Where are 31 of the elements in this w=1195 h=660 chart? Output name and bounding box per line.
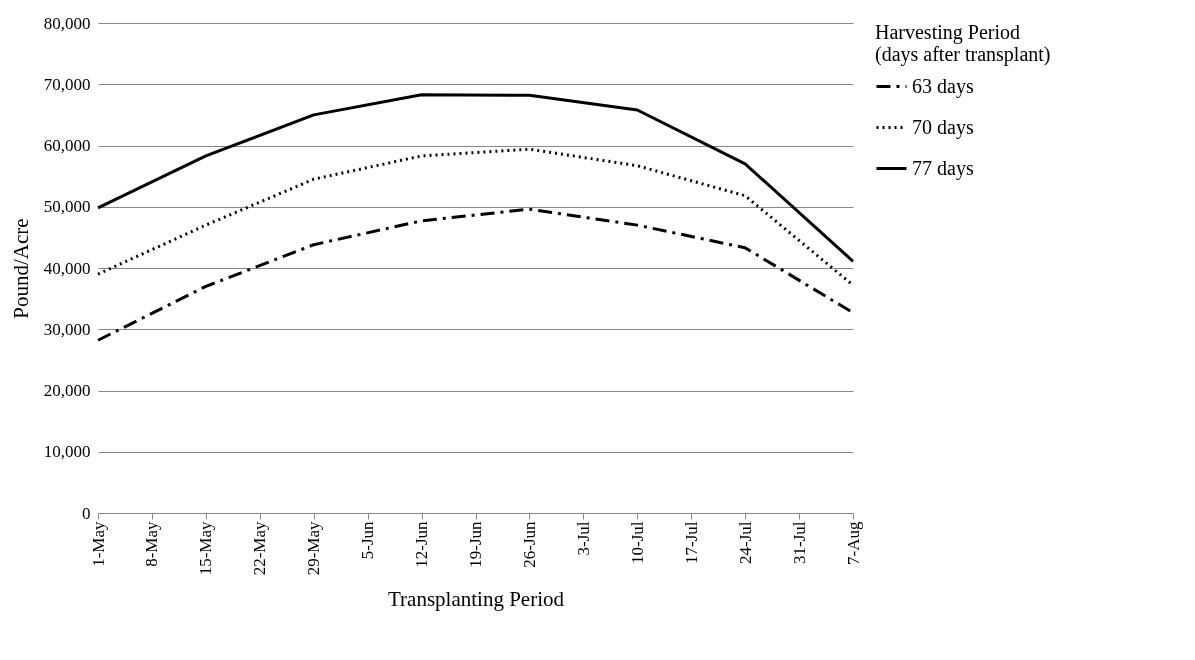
x-tick-label: 10-Jul	[627, 521, 647, 564]
x-tick-label: 19-Jun	[466, 521, 485, 568]
y-tick-label: 0	[82, 503, 91, 523]
legend-label: 70 days	[912, 115, 974, 139]
y-tick-label: 70,000	[43, 74, 91, 94]
x-tick-label: 5-Jun	[358, 521, 378, 560]
x-tick-label: 12-Jun	[412, 521, 432, 568]
y-axis-title: Pound/Acre	[8, 218, 33, 319]
y-tick-label: 60,000	[43, 136, 91, 155]
legend-title: Harvesting Period (days after transplant)	[875, 21, 1051, 66]
legend-label: 63 days	[912, 74, 974, 98]
y-tick-label: 80,000	[43, 13, 91, 33]
x-tick-label: 7-Aug	[843, 521, 863, 565]
legend-label: 77 days	[912, 156, 974, 180]
x-tick-label: 29-May	[304, 521, 324, 576]
y-tick-label: 30,000	[43, 319, 91, 339]
x-tick-label: 24-Jul	[735, 521, 755, 564]
x-tick-label: 8-May	[142, 521, 162, 567]
x-tick-label: 1-May	[88, 521, 108, 567]
y-tick-label: 50,000	[43, 197, 91, 217]
line-series	[96, 93, 855, 263]
y-tick-label: 40,000	[43, 258, 91, 278]
x-tick-label: 31-Jul	[789, 521, 809, 564]
y-tick-label: 10,000	[43, 442, 91, 462]
x-tick-label: 26-Jun	[519, 521, 539, 568]
x-tick-label: 22-May	[250, 521, 270, 576]
x-tick-label: 17-Jul	[681, 521, 701, 564]
x-tick-label: 3-Jul	[573, 521, 593, 556]
y-tick-label: 20,000	[43, 381, 91, 400]
x-axis-title: Transplanting Period	[388, 587, 565, 612]
x-tick-label: 15-May	[196, 521, 216, 576]
